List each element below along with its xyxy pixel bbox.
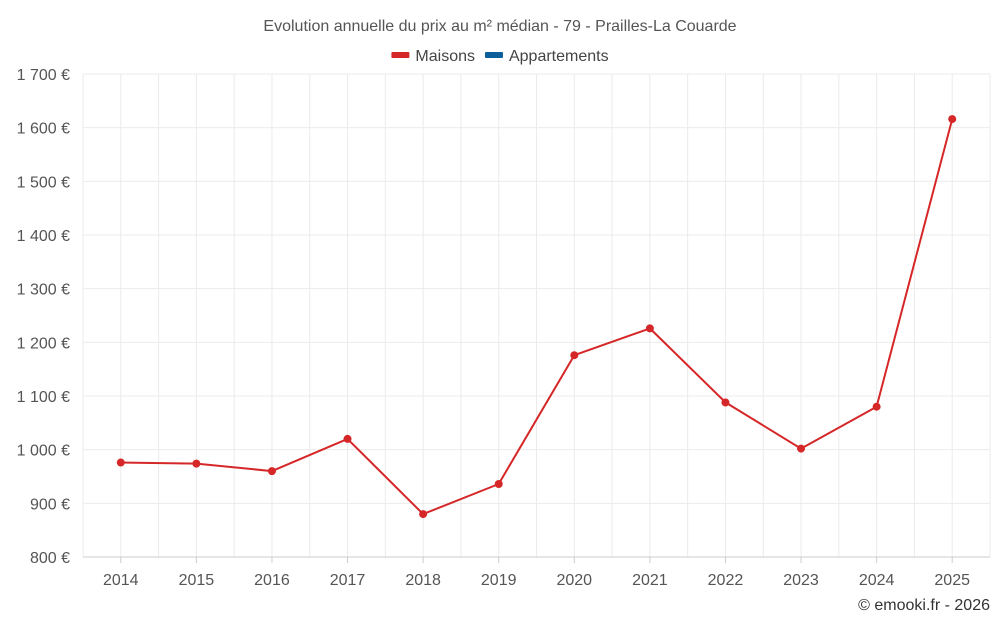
y-tick-label: 1 000 €	[17, 443, 70, 460]
legend[interactable]: Maisons Appartements	[391, 48, 609, 65]
x-tick-label: 2024	[859, 572, 895, 589]
x-tick-label: 2023	[783, 572, 819, 589]
y-tick-label: 1 500 €	[17, 174, 70, 191]
x-tick-label: 2015	[179, 572, 215, 589]
credit-text: © emooki.fr - 2026	[858, 597, 990, 614]
x-tick-label: 2021	[632, 572, 668, 589]
y-tick-label: 1 200 €	[17, 335, 70, 352]
legend-swatch	[391, 52, 410, 58]
x-tick-label: 2016	[254, 572, 290, 589]
data-point-2023[interactable]	[797, 444, 806, 453]
y-tick-label: 1 400 €	[17, 228, 70, 245]
legend-label: Maisons	[415, 48, 475, 65]
y-tick-label: 800 €	[30, 550, 70, 567]
y-axis-ticks: 800 € 900 € 1 000 € 1 100 € 1 200 € 1 300 € 1 …	[17, 67, 70, 567]
x-tick-label: 2020	[556, 572, 592, 589]
data-point-2018[interactable]	[419, 510, 428, 519]
data-point-2025[interactable]	[948, 115, 957, 124]
data-point-2014[interactable]	[116, 458, 125, 467]
x-tick-label: 2022	[708, 572, 744, 589]
chart-title: Evolution annuelle du prix au m² médian …	[263, 18, 736, 35]
legend-label: Appartements	[509, 48, 609, 65]
y-tick-label: 1 100 €	[17, 389, 70, 406]
x-tick-label: 2019	[481, 572, 517, 589]
x-tick-label: 2025	[934, 572, 970, 589]
x-tick-label: 2014	[103, 572, 139, 589]
grid-lines	[82, 73, 991, 557]
y-tick-label: 1 600 €	[17, 121, 70, 138]
y-tick-label: 1 300 €	[17, 282, 70, 299]
legend-item-maisons[interactable]: Maisons	[391, 48, 475, 65]
data-point-2024[interactable]	[872, 402, 881, 411]
data-point-2017[interactable]	[343, 434, 352, 443]
data-point-2015[interactable]	[192, 459, 201, 468]
data-point-2020[interactable]	[570, 351, 579, 360]
x-tick-label: 2018	[405, 572, 441, 589]
data-point-2019[interactable]	[494, 480, 503, 489]
x-axis-ticks: 2014 2015 2016 2017 2018 2019 2020 2021 2022 2023…	[103, 557, 970, 589]
legend-swatch	[484, 52, 503, 58]
x-tick-label: 2017	[330, 572, 366, 589]
data-point-2021[interactable]	[645, 324, 654, 333]
data-point-2022[interactable]	[721, 398, 730, 407]
legend-item-appartements[interactable]: Appartements	[484, 48, 609, 65]
y-tick-label: 1 700 €	[17, 67, 70, 84]
series-group[interactable]	[116, 115, 957, 519]
data-point-2016[interactable]	[267, 467, 276, 476]
y-tick-label: 900 €	[30, 496, 70, 513]
series-line-maisons[interactable]	[120, 118, 954, 516]
